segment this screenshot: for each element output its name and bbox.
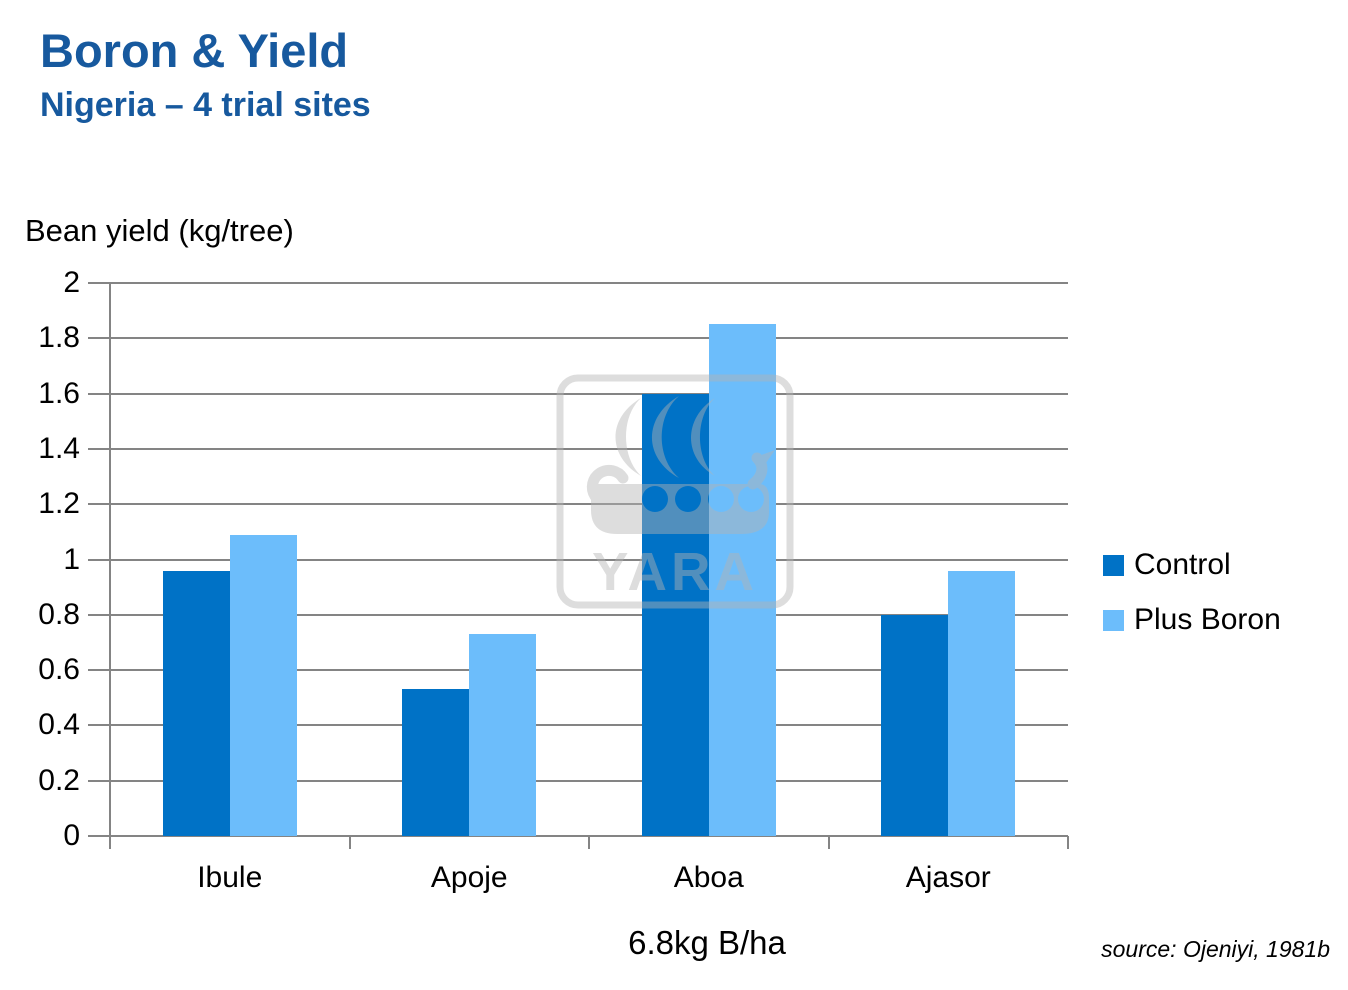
legend-swatch-control: [1103, 554, 1124, 576]
source-citation: source: Ojeniyi, 1981b: [1101, 936, 1330, 962]
y-tick-label: 0.6: [38, 653, 80, 687]
y-tick-label: 2: [63, 266, 80, 299]
y-tick-label: 1.8: [38, 321, 80, 355]
y-tick-label: 0.4: [38, 708, 80, 742]
gridline: [110, 669, 1068, 672]
gridline: [110, 392, 1068, 395]
y-tick-label: 1: [63, 542, 80, 576]
gridline: [110, 613, 1068, 616]
y-tick-label: 0.2: [38, 763, 80, 797]
category-label: Aboa: [673, 861, 744, 894]
legend-label-plus-boron: Plus Boron: [1134, 603, 1281, 636]
legend: Control Plus Boron: [1103, 548, 1281, 658]
x-axis-tick: [348, 836, 351, 849]
gridline: [110, 779, 1068, 782]
y-axis-tick: [88, 392, 110, 395]
slide-subtitle: Nigeria – 4 trial sites: [40, 86, 371, 124]
y-tick-label: 1.2: [38, 487, 80, 521]
gridline: [110, 337, 1068, 340]
y-axis-tick: [88, 503, 110, 506]
bar-plus-boron-apoje: [469, 634, 537, 836]
gridline: [110, 282, 1068, 284]
bar-control-ibule: [162, 570, 230, 836]
y-axis-tick: [88, 835, 110, 837]
y-axis-tick: [88, 669, 110, 672]
x-axis-label: 6.8kg B/ha: [628, 924, 786, 961]
gridline: [110, 503, 1068, 506]
bar-control-ajasor: [881, 614, 949, 836]
gridline: [110, 724, 1068, 727]
y-axis-tick: [88, 447, 110, 450]
y-axis-line: [109, 283, 111, 849]
y-axis-title: Bean yield (kg/tree): [25, 213, 294, 248]
category-label: Ibule: [197, 861, 263, 894]
bar-plus-boron-ibule: [229, 534, 297, 836]
gridline: [110, 447, 1068, 450]
x-axis-tick: [827, 836, 830, 849]
legend-item-control: Control: [1103, 548, 1281, 582]
x-axis-tick: [1067, 836, 1069, 849]
x-axis-tick: [588, 836, 590, 849]
bar-plus-boron-aboa: [708, 324, 776, 836]
category-label: Ajasor: [905, 861, 991, 894]
slide-title: Boron & Yield: [40, 24, 349, 77]
y-axis-tick: [88, 779, 110, 782]
bar-control-aboa: [641, 393, 709, 836]
legend-item-plus-boron: Plus Boron: [1103, 603, 1281, 637]
x-axis-tick: [109, 836, 111, 849]
legend-swatch-plus-boron: [1103, 609, 1124, 631]
bar-control-apoje: [402, 689, 470, 836]
y-tick-label: 1.4: [38, 431, 80, 465]
y-tick-label: 1.6: [38, 376, 80, 410]
y-axis-tick: [88, 337, 110, 340]
gridline: [110, 558, 1068, 561]
y-tick-label: 0: [63, 819, 80, 852]
bar-plus-boron-ajasor: [948, 570, 1016, 836]
y-axis-tick: [88, 613, 110, 616]
legend-label-control: Control: [1134, 548, 1231, 581]
y-tick-label: 0.8: [38, 597, 80, 631]
y-axis-tick: [88, 724, 110, 727]
category-label: Apoje: [430, 861, 508, 894]
y-axis-tick: [88, 282, 110, 284]
y-axis-tick: [88, 558, 110, 561]
